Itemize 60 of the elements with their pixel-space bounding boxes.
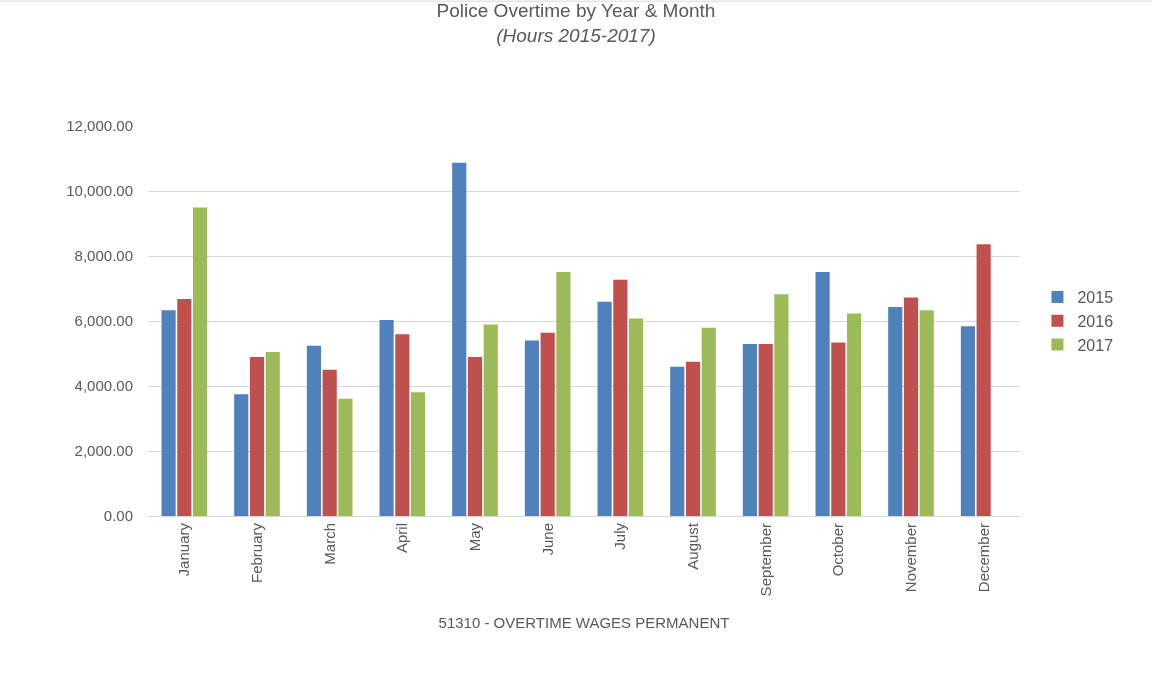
legend-label: 2015 [1077, 289, 1114, 307]
x-tick-label: June [538, 523, 556, 556]
bar [919, 310, 934, 516]
x-axis-title: 51310 - OVERTIME WAGES PERMANENT [438, 614, 730, 632]
y-tick-label: 2,000.00 [74, 442, 133, 460]
bar [685, 361, 701, 516]
bar [306, 345, 322, 516]
x-tick-label: February [247, 522, 265, 584]
x-tick-label: October [829, 523, 847, 577]
bar [628, 318, 644, 516]
bar [234, 394, 249, 516]
x-tick-label: September [756, 523, 774, 597]
bar [524, 340, 540, 516]
bar [452, 162, 467, 516]
x-tick-label: April [393, 523, 411, 554]
x-tick-label: January [175, 522, 193, 577]
y-tick-label: 8,000.00 [74, 247, 133, 265]
y-tick-label: 4,000.00 [74, 377, 133, 395]
bar [177, 298, 192, 516]
x-tick-label: July [611, 522, 629, 550]
x-tick-label: March [320, 523, 338, 565]
x-tick-label: November [901, 523, 919, 593]
bar [338, 398, 353, 516]
bar [395, 334, 410, 516]
bar [597, 301, 612, 516]
chart-title: Police Overtime by Year & Month [436, 0, 716, 22]
bar [322, 369, 337, 516]
bar [846, 313, 862, 516]
x-tick-label: December [974, 523, 992, 593]
bar [831, 342, 846, 516]
bar [265, 351, 280, 516]
bar [161, 310, 176, 516]
bar [483, 324, 498, 516]
bar [758, 344, 773, 516]
bar [903, 297, 919, 516]
bar [742, 344, 758, 516]
bar [888, 307, 903, 516]
legend-label: 2016 [1077, 312, 1114, 330]
bar [613, 279, 628, 516]
bar [467, 357, 483, 516]
bar [976, 244, 991, 516]
bar [960, 326, 976, 516]
bar [556, 271, 571, 516]
legend-label: 2017 [1077, 336, 1114, 354]
bar [670, 366, 685, 516]
y-tick-label: 6,000.00 [74, 312, 133, 330]
bar [701, 327, 716, 516]
y-tick-label: 10,000.00 [66, 182, 133, 200]
y-tick-label: 12,000.00 [66, 117, 133, 135]
x-tick-label: May [465, 522, 483, 552]
bar [540, 332, 555, 516]
y-tick-label: 0.00 [103, 507, 133, 525]
x-tick-label: August [683, 522, 701, 570]
bar [774, 294, 789, 516]
chart-subtitle: (Hours 2015-2017) [496, 25, 656, 47]
bar [249, 357, 265, 516]
bar [379, 320, 394, 516]
bar [815, 271, 830, 516]
bar [410, 392, 426, 516]
bar [192, 207, 208, 516]
